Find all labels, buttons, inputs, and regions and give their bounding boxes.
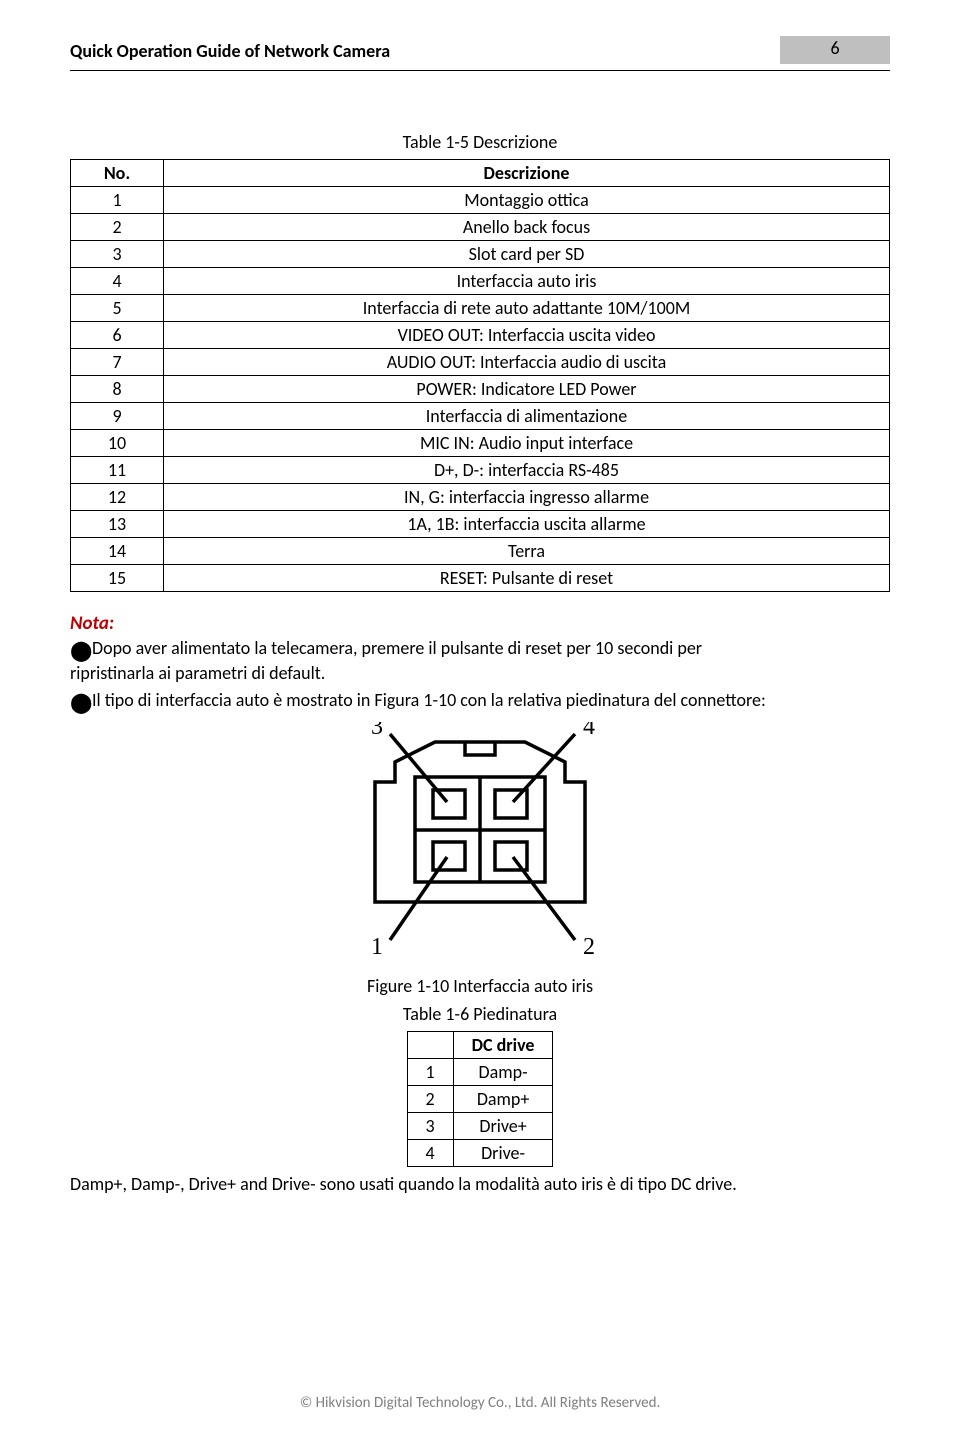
table-row: 3Slot card per SD <box>71 241 890 268</box>
table-row: 11D+, D-: interfaccia RS-485 <box>71 457 890 484</box>
table-row: 8POWER: Indicatore LED Power <box>71 376 890 403</box>
pin-label-4: 4 <box>583 722 595 740</box>
table-row: 7AUDIO OUT: Interfaccia audio di uscita <box>71 349 890 376</box>
nota-label: Nota: <box>70 612 890 635</box>
blank-cell <box>407 1031 453 1058</box>
page-number: 6 <box>780 36 890 64</box>
table-row: 9Interfaccia di alimentazione <box>71 403 890 430</box>
page-header: Quick Operation Guide of Network Camera … <box>70 40 890 71</box>
figure-caption: Figure 1-10 Interfaccia auto iris <box>70 975 890 997</box>
nota-bullet-2: ⬤Il tipo di interfaccia auto è mostrato … <box>70 689 890 714</box>
copyright-footer: © Hikvision Digital Technology Co., Ltd.… <box>0 1394 960 1412</box>
pin-label-2: 2 <box>583 934 595 960</box>
table-row: 12IN, G: interfaccia ingresso allarme <box>71 484 890 511</box>
table-row: 6VIDEO OUT: Interfaccia uscita video <box>71 322 890 349</box>
table5: No. Descrizione 1Montaggio ottica 2Anell… <box>70 159 890 592</box>
table5-head-no: No. <box>71 160 164 187</box>
table6: DC drive 1Damp- 2Damp+ 3Drive+ 4Drive- <box>407 1031 554 1167</box>
table-row: 5Interfaccia di rete auto adattante 10M/… <box>71 295 890 322</box>
table-row: 1Damp- <box>407 1058 553 1085</box>
table-row: DC drive <box>407 1031 553 1058</box>
table-row: 4Drive- <box>407 1139 553 1166</box>
table-row: 131A, 1B: interfaccia uscita allarme <box>71 511 890 538</box>
table-row: 10MIC IN: Audio input interface <box>71 430 890 457</box>
table6-caption: Table 1-6 Piedinatura <box>70 1003 890 1025</box>
table5-caption: Table 1-5 Descrizione <box>70 131 890 153</box>
table-row: 14Terra <box>71 538 890 565</box>
table-row: 2Damp+ <box>407 1085 553 1112</box>
pin-label-1: 1 <box>371 934 383 960</box>
table-row: 15RESET: Pulsante di reset <box>71 565 890 592</box>
bullet-icon: ⬤ <box>70 639 92 664</box>
table-row: 4Interfaccia auto iris <box>71 268 890 295</box>
footer-note: Damp+, Damp-, Drive+ and Drive- sono usa… <box>70 1173 890 1195</box>
table-row: 1Montaggio ottica <box>71 187 890 214</box>
pin-label-3: 3 <box>371 722 383 740</box>
table-header-row: No. Descrizione <box>71 160 890 187</box>
table-row: 2Anello back focus <box>71 214 890 241</box>
bullet-icon: ⬤ <box>70 691 92 716</box>
table-row: 3Drive+ <box>407 1112 553 1139</box>
table6-head: DC drive <box>453 1031 553 1058</box>
table5-head-desc: Descrizione <box>164 160 890 187</box>
connector-diagram: 3 4 1 2 <box>335 722 625 962</box>
header-title: Quick Operation Guide of Network Camera <box>70 40 390 62</box>
nota-bullet-1: ⬤Dopo aver alimentato la telecamera, pre… <box>70 637 890 685</box>
figure-connector: 3 4 1 2 <box>70 722 890 967</box>
